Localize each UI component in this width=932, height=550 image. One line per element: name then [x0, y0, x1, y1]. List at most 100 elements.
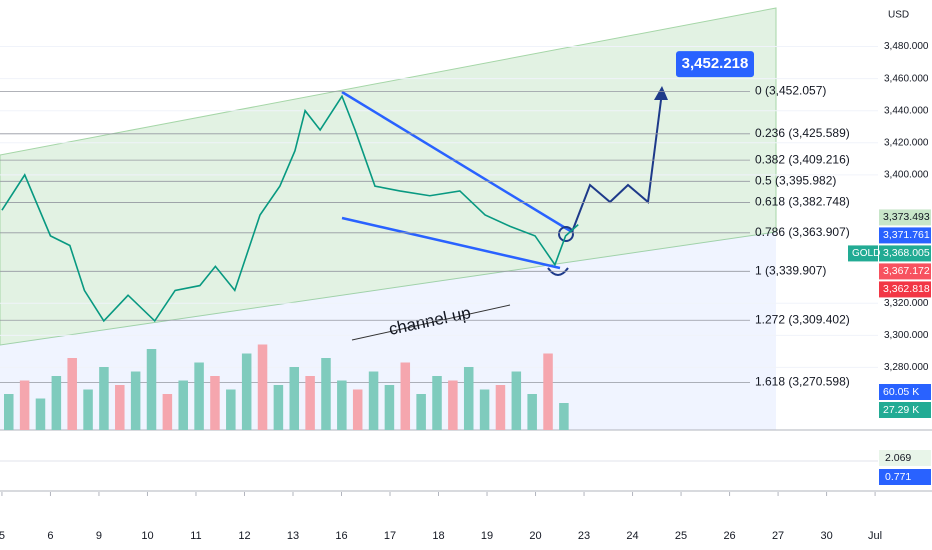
x-tick-label: 10 [141, 530, 153, 542]
price-badge [879, 281, 931, 298]
volume-bar [35, 398, 46, 430]
volume-bar [19, 380, 30, 430]
target-box [676, 51, 754, 78]
y-tick-label: 3,280.000 [884, 362, 929, 373]
volume-bar [83, 389, 93, 430]
volume-bar [162, 394, 173, 430]
fib-label: 1.618 (3,270.598) [755, 375, 850, 389]
price-badge-label: 3,371.761 [883, 229, 930, 241]
volume-bar [51, 376, 62, 430]
volume-bar [67, 358, 77, 430]
volume-bar [384, 385, 395, 430]
price-badge-label: 3,362.818 [883, 283, 930, 295]
symbol-badge [848, 245, 878, 262]
channel [0, 7, 777, 346]
wedge-top [341, 90, 573, 234]
y-tick-label: 3,440.000 [884, 105, 929, 116]
volume-bar [257, 344, 268, 430]
x-tick-label: 16 [335, 530, 347, 542]
currency: USD [888, 10, 909, 21]
volume-bar [337, 380, 347, 430]
channel-below [0, 232, 776, 430]
price-line [1, 94, 579, 323]
price-badge [879, 209, 931, 226]
fib-label: 0.382 (3,409.216) [755, 152, 850, 166]
macd-badge [879, 469, 931, 485]
price-badge [879, 227, 931, 244]
volume-bar [99, 367, 109, 430]
volume-bar [559, 403, 569, 430]
volume-bar [130, 371, 141, 430]
price-badge [879, 245, 931, 262]
price-badge [879, 263, 931, 280]
x-tick-label: 26 [723, 530, 735, 542]
volume-bar [210, 376, 220, 430]
y-tick-label: 3,320.000 [884, 298, 929, 309]
x-tick-label: 17 [384, 530, 396, 542]
projection-arrow [571, 91, 663, 233]
arrow-head [654, 86, 668, 100]
volume-bar [448, 380, 458, 430]
volume-bar [178, 380, 188, 430]
volume-bar [226, 389, 236, 430]
x-tick-label: 11 [190, 530, 201, 542]
volume-bar [416, 394, 426, 430]
macd-label: 2.069 [885, 452, 911, 464]
y-tick-label: 3,480.000 [884, 41, 929, 52]
volume-bar [146, 349, 157, 430]
volume-bar [511, 371, 522, 430]
x-tick-label: 13 [287, 530, 299, 542]
fib-label: 1.272 (3,309.402) [755, 312, 850, 326]
target-label: 3,452.218 [682, 55, 749, 72]
volume-bar [4, 394, 14, 430]
x-tick-label: Jul [868, 530, 882, 542]
price-badge-label: 3,367.172 [883, 265, 930, 277]
y-tick-label: 3,400.000 [884, 170, 929, 181]
x-tick-label: 24 [626, 530, 638, 542]
volume-bar [432, 376, 442, 430]
y-tick-label: 3,460.000 [884, 73, 929, 84]
circle-marker [558, 226, 574, 242]
volume-bar [273, 385, 284, 430]
volume-ma-badge [879, 384, 931, 400]
macd-label: 0.771 [885, 471, 911, 483]
x-tick-label: 23 [578, 530, 590, 542]
volume-bar [194, 362, 204, 430]
fib-label: 0 (3,452.057) [755, 84, 826, 98]
volume-bar [527, 394, 537, 430]
x-tick-label: 25 [675, 530, 687, 542]
x-tick-label: 19 [481, 530, 493, 542]
volume-bar [241, 353, 252, 430]
x-tick-label: 6 [47, 530, 53, 542]
x-tick-label: 18 [432, 530, 444, 542]
x-tick-label: 5 [0, 530, 5, 542]
volume-bar [289, 367, 300, 430]
volume-bar [368, 371, 379, 430]
bottom-marker [547, 267, 569, 276]
price-badge-label: 3,368.005 [883, 247, 930, 259]
volume-bar [543, 353, 553, 430]
fib-label: 0.786 (3,363.907) [755, 225, 850, 239]
x-tick-label: 30 [820, 530, 832, 542]
fib-label: 0.5 (3,395.982) [755, 174, 836, 188]
volume-bar [305, 376, 315, 430]
x-tick-label: 12 [238, 530, 250, 542]
fib-label: 0.618 (3,382.748) [755, 195, 850, 209]
volume-bar [321, 358, 331, 430]
volume-bar [463, 367, 474, 430]
volume-bar [400, 362, 411, 430]
fib-label: 1 (3,339.907) [755, 263, 826, 277]
symbol-label: GOLD [852, 248, 880, 259]
fib-label: 0.236 (3,425.589) [755, 126, 850, 140]
x-tick-label: 20 [529, 530, 541, 542]
volume-bar [352, 389, 363, 430]
macd-badge [879, 450, 931, 466]
x-tick-label: 27 [772, 530, 784, 542]
price-badge-label: 3,373.493 [883, 211, 930, 223]
y-tick-label: 3,300.000 [884, 330, 929, 341]
volume-bar [495, 385, 506, 430]
volume-bar [115, 385, 125, 430]
volume-last-label: 27.29 K [883, 404, 919, 416]
volume-ma-label: 60.05 K [883, 386, 919, 398]
